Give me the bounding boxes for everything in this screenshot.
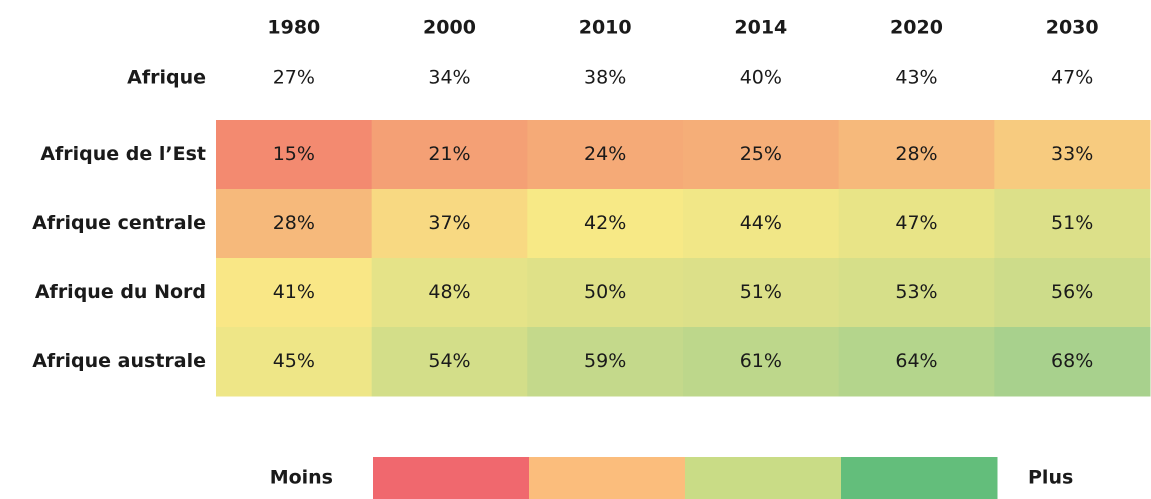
cell xyxy=(838,189,995,259)
cell-label: 44% xyxy=(740,212,782,234)
cell-label: 48% xyxy=(428,281,470,303)
cell xyxy=(838,327,995,397)
cell-label: 28% xyxy=(273,212,315,234)
cell xyxy=(216,258,373,328)
cell-label: 42% xyxy=(584,212,626,234)
cell xyxy=(838,120,995,190)
cell-label: 33% xyxy=(1051,143,1093,165)
summary-value: 47% xyxy=(1051,67,1093,89)
cell-label: 56% xyxy=(1051,281,1093,303)
cell-label: 54% xyxy=(428,350,470,372)
row-label: Afrique de l’Est xyxy=(40,143,206,165)
cell xyxy=(371,189,528,259)
legend-swatch xyxy=(373,457,530,499)
cell xyxy=(683,258,840,328)
cell xyxy=(683,327,840,397)
cell-label: 59% xyxy=(584,350,626,372)
legend-swatch xyxy=(529,457,686,499)
summary-value: 40% xyxy=(740,67,782,89)
cell xyxy=(216,120,373,190)
cell-label: 47% xyxy=(895,212,937,234)
cell-label: 50% xyxy=(584,281,626,303)
column-header: 2014 xyxy=(734,17,787,39)
summary-label: Afrique xyxy=(127,67,206,89)
row-label: Afrique du Nord xyxy=(35,281,206,303)
cell xyxy=(371,120,528,190)
column-header: 2010 xyxy=(579,17,632,39)
cell-label: 51% xyxy=(740,281,782,303)
cell xyxy=(527,120,684,190)
cell xyxy=(371,327,528,397)
column-header: 2000 xyxy=(423,17,476,39)
cell-label: 28% xyxy=(895,143,937,165)
cell-label: 37% xyxy=(428,212,470,234)
cell-label: 25% xyxy=(740,143,782,165)
row-label: Afrique centrale xyxy=(32,212,206,234)
cell xyxy=(216,189,373,259)
cell xyxy=(527,258,684,328)
cell xyxy=(994,120,1151,190)
legend-swatch xyxy=(841,457,998,499)
summary-value: 38% xyxy=(584,67,626,89)
cell-label: 24% xyxy=(584,143,626,165)
cell-label: 61% xyxy=(740,350,782,372)
cell xyxy=(683,189,840,259)
cell-label: 53% xyxy=(895,281,937,303)
cell xyxy=(838,258,995,328)
cell xyxy=(994,189,1151,259)
cell-label: 21% xyxy=(428,143,470,165)
cell xyxy=(216,327,373,397)
summary-value: 27% xyxy=(273,67,315,89)
legend-low: Moins xyxy=(270,467,333,489)
cell-label: 15% xyxy=(273,143,315,165)
cell xyxy=(683,120,840,190)
cell-label: 68% xyxy=(1051,350,1093,372)
column-header: 2030 xyxy=(1046,17,1099,39)
column-header: 1980 xyxy=(267,17,320,39)
cell-label: 51% xyxy=(1051,212,1093,234)
cell xyxy=(527,327,684,397)
cell xyxy=(527,189,684,259)
cell-label: 41% xyxy=(273,281,315,303)
cell xyxy=(994,258,1151,328)
row-label: Afrique australe xyxy=(32,350,206,372)
cell xyxy=(371,258,528,328)
column-header: 2020 xyxy=(890,17,943,39)
legend-swatch xyxy=(685,457,842,499)
legend-high: Plus xyxy=(1028,467,1073,489)
cell-label: 64% xyxy=(895,350,937,372)
cell-label: 45% xyxy=(273,350,315,372)
cell xyxy=(994,327,1151,397)
summary-value: 43% xyxy=(895,67,937,89)
summary-value: 34% xyxy=(428,67,470,89)
